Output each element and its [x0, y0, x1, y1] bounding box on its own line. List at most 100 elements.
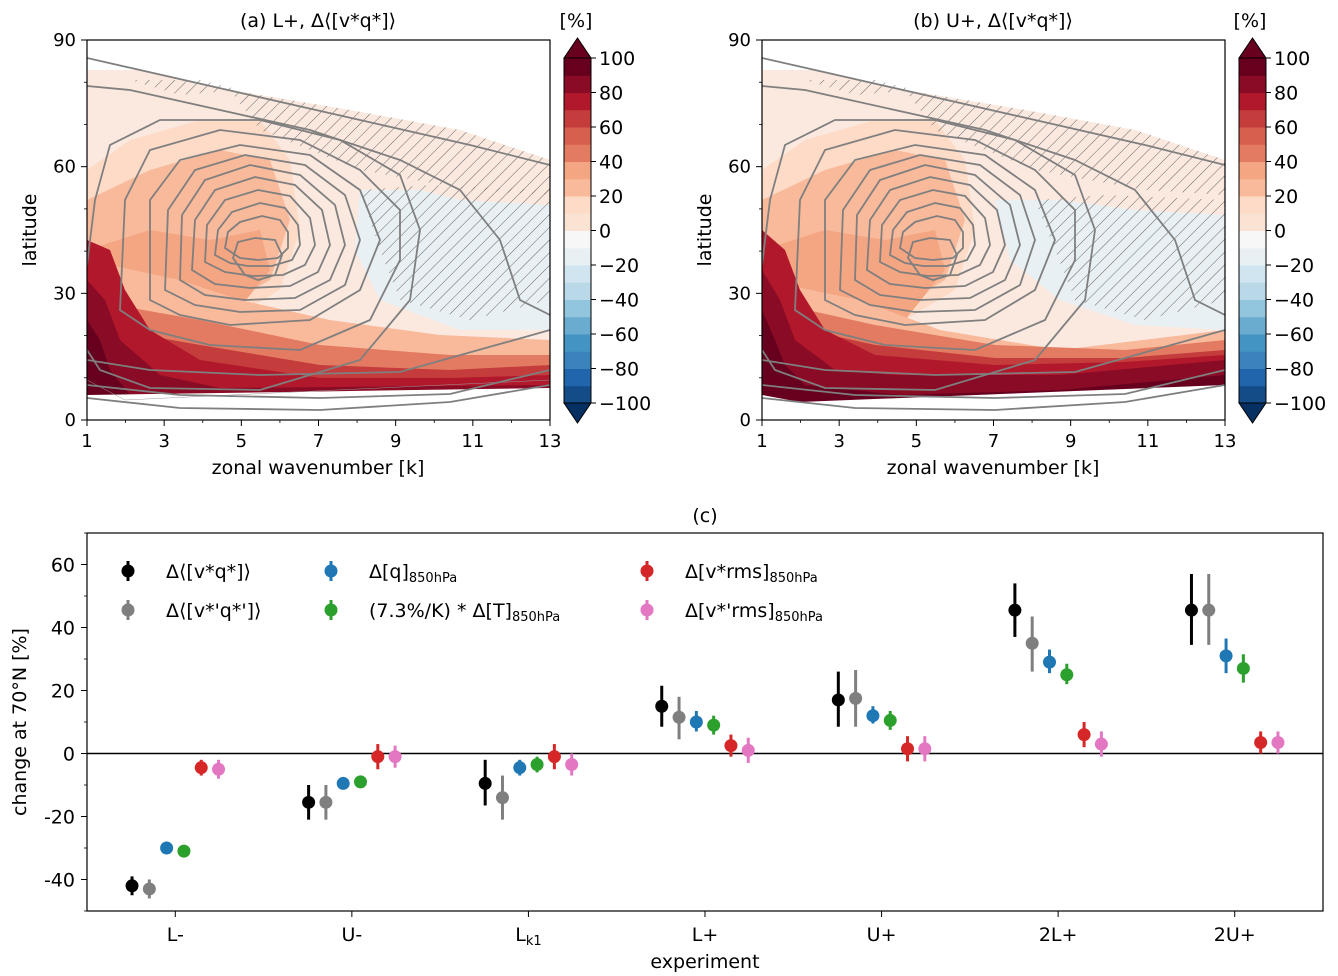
data-point: [918, 742, 932, 756]
colorbar-tick-label: 60: [599, 117, 623, 139]
colorbar-cell: [564, 334, 591, 352]
x-tick-label: 3: [833, 431, 844, 452]
y-tick-label: 0: [65, 410, 76, 431]
data-point: [1184, 603, 1198, 617]
colorbar-tick-label: 100: [1274, 48, 1310, 70]
x-tick-label: Lk1: [515, 924, 541, 949]
points-c: [125, 573, 1285, 899]
contours-a: [87, 57, 550, 411]
colorbar-cell: [564, 316, 591, 335]
y-tick-label: 20: [51, 681, 75, 703]
colorbar-cell: [1239, 316, 1266, 335]
x-tick-label: 1: [756, 431, 767, 452]
y-tick-label: 60: [728, 157, 751, 178]
colorbar-tick-label: 40: [1274, 152, 1298, 174]
data-point: [1202, 603, 1216, 617]
data-point: [707, 718, 721, 732]
contours-b: [762, 57, 1225, 411]
x-tick-label: 11: [461, 431, 484, 452]
data-point: [177, 844, 191, 858]
data-point: [655, 699, 669, 713]
colorbar-cell: [564, 351, 591, 369]
panel-c-ylabel: change at 70°N [%]: [9, 628, 31, 816]
heatmap-b-field: [762, 40, 1225, 420]
data-point: [388, 750, 402, 764]
colorbar-tick-label: −100: [1274, 393, 1326, 415]
colorbar-cell: [564, 109, 591, 128]
colorbar-tick-label: 20: [1274, 186, 1298, 208]
x-tick-label: L+: [692, 924, 719, 946]
colorbar-extend-min: [563, 402, 592, 424]
data-point: [336, 776, 350, 790]
data-point: [1060, 668, 1074, 682]
colorbar-tick-label: 80: [1274, 83, 1298, 105]
colorbar-tick-label: 0: [599, 221, 611, 243]
colorbar-b: 100 80 60 40 20 0 −20 −40 −60 −80 −100: [1238, 37, 1326, 424]
colorbar-cell: [1239, 265, 1266, 283]
data-point: [125, 879, 139, 893]
data-point: [354, 775, 368, 789]
colorbar-cell: [564, 282, 591, 300]
data-point: [371, 750, 385, 764]
data-point: [1077, 728, 1091, 742]
colorbar-cell: [1239, 178, 1266, 197]
data-point: [1219, 649, 1233, 663]
colorbar-a: 100 80 60 40 20 0 −20 −40 −60 −80 −100: [563, 37, 651, 424]
colorbar-tick-label: −100: [599, 393, 651, 415]
legend-marker: [121, 603, 135, 617]
colorbar-tick-label: −20: [1274, 255, 1314, 277]
colorbar-tick-label: −80: [599, 359, 639, 381]
data-point: [724, 739, 738, 753]
x-tick-label: L-: [167, 924, 184, 946]
y-tick-label: 60: [53, 157, 76, 178]
colorbar-tick-label: −20: [599, 255, 639, 277]
y-tick-label: -20: [44, 807, 75, 829]
data-point: [1008, 603, 1022, 617]
heatmap-a-field: [87, 40, 550, 420]
y-tick-label: 0: [63, 744, 75, 766]
data-point: [883, 713, 897, 727]
panel-a-title: (a) L+, Δ⟨[v*q*]⟩: [240, 10, 396, 32]
y-tick-label: 90: [728, 30, 751, 51]
legend-c: Δ⟨[v*q*]⟩ Δ⟨[v*'q*']⟩ Δ[q]850hPa (7.3%/K) *…: [121, 561, 823, 625]
colorbar-cell: [1239, 282, 1266, 300]
colorbar-cell: [1239, 351, 1266, 369]
data-point: [866, 709, 880, 723]
colorbar-extend-min: [1238, 402, 1267, 424]
colorbar-tick-label: 20: [599, 186, 623, 208]
data-point: [142, 882, 156, 896]
data-point: [495, 791, 509, 805]
data-point: [1271, 735, 1285, 749]
colorbar-cell: [1239, 247, 1266, 266]
colorbar-cell: [564, 58, 591, 76]
data-point: [212, 762, 226, 776]
legend-marker: [640, 564, 654, 578]
colorbar-tick-label: 100: [599, 48, 635, 70]
y-tick-label: 0: [740, 410, 751, 431]
colorbar-extend-max: [1238, 37, 1267, 59]
y-tick-label: 30: [728, 283, 751, 304]
colorbar-cell: [564, 265, 591, 283]
colorbar-tick-label: 60: [1274, 117, 1298, 139]
colorbar-tick-label: −80: [1274, 359, 1314, 381]
x-tick-label: 13: [1214, 431, 1237, 452]
data-point: [565, 758, 579, 772]
panel-b-xlabel: zonal wavenumber [k]: [887, 457, 1100, 479]
colorbar-cell: [1239, 334, 1266, 352]
colorbar-tick-label: 80: [599, 83, 623, 105]
panel-c-xlabel: experiment: [650, 951, 759, 973]
colorbar-cell: [564, 247, 591, 266]
legend-label: Δ[q]850hPa: [369, 561, 457, 586]
colorbar-cell: [564, 75, 591, 93]
panel-c-title: (c): [692, 505, 717, 527]
data-point: [547, 750, 561, 764]
data-point: [1254, 735, 1268, 749]
data-point: [1236, 661, 1250, 675]
y-tick-label: 60: [51, 555, 75, 577]
plot-frame-c: [86, 532, 1324, 912]
x-tick-label: 1: [81, 431, 92, 452]
x-tick-label: 13: [539, 431, 562, 452]
legend-label: Δ⟨[v*q*]⟩: [166, 561, 251, 583]
